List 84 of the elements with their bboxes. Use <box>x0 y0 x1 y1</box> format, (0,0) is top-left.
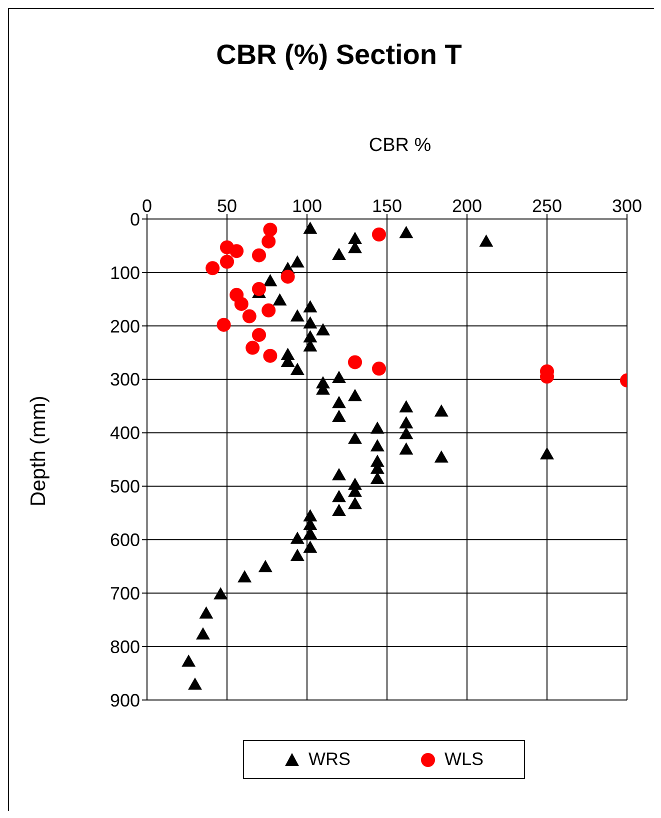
point <box>399 426 414 440</box>
point <box>332 248 346 260</box>
point <box>290 362 304 375</box>
point <box>370 422 384 434</box>
point <box>234 296 248 311</box>
point <box>246 340 260 355</box>
point <box>348 232 362 244</box>
point <box>303 316 318 328</box>
point <box>252 328 266 342</box>
point <box>216 318 231 332</box>
point <box>214 587 228 600</box>
point <box>332 396 346 408</box>
point <box>290 255 304 268</box>
point <box>263 222 278 237</box>
x-tick-label: 50 <box>216 196 238 216</box>
point <box>230 244 244 258</box>
point <box>252 282 266 296</box>
point <box>434 404 448 417</box>
point <box>303 330 318 342</box>
point <box>434 450 448 463</box>
y-tick-label: 400 <box>110 423 140 444</box>
point <box>263 348 278 363</box>
point <box>370 472 384 484</box>
point <box>262 303 276 318</box>
point <box>399 416 414 428</box>
legend-label: WLS <box>443 749 484 770</box>
x-tick-label: 300 <box>612 196 642 216</box>
chart-title: CBR (%) Section T <box>215 39 463 71</box>
point <box>332 468 346 480</box>
point <box>263 274 278 286</box>
y-tick-label: 500 <box>110 476 140 497</box>
x-axis-title: CBR % <box>368 135 432 157</box>
y-tick-label: 800 <box>110 636 140 657</box>
point <box>238 570 252 582</box>
x-tick-label: 200 <box>452 196 482 216</box>
point <box>303 509 318 522</box>
y-tick-label: 100 <box>110 262 140 283</box>
x-tick-label: 150 <box>372 196 402 216</box>
point <box>188 678 202 690</box>
y-tick-label: 900 <box>110 690 140 710</box>
point <box>290 548 304 561</box>
point <box>399 442 414 455</box>
point <box>220 254 234 269</box>
point <box>332 490 346 502</box>
y-axis-title: Depth (mm) <box>27 394 51 508</box>
point <box>332 410 346 422</box>
y-tick-label: 300 <box>110 370 140 390</box>
y-tick-label: 600 <box>110 530 140 550</box>
point <box>332 370 346 383</box>
x-tick-label: 100 <box>292 196 322 216</box>
legend-label: WRS <box>307 749 350 770</box>
y-tick-label: 700 <box>110 584 140 604</box>
point <box>242 309 256 324</box>
point <box>199 606 214 619</box>
point <box>332 504 346 516</box>
point <box>252 248 266 262</box>
point <box>258 560 272 572</box>
y-tick-label: 200 <box>110 316 140 336</box>
point <box>303 540 318 553</box>
point <box>262 234 276 248</box>
point <box>303 222 318 234</box>
x-tick-label: 250 <box>532 196 562 216</box>
point <box>290 309 304 322</box>
point <box>479 234 494 247</box>
point <box>348 388 362 402</box>
point <box>272 293 287 306</box>
point <box>316 323 330 336</box>
point <box>372 228 386 242</box>
point <box>540 447 554 460</box>
point <box>348 432 362 444</box>
x-tick-label: 0 <box>142 196 152 216</box>
point <box>206 261 220 276</box>
point <box>372 362 386 376</box>
point <box>348 355 362 370</box>
point <box>399 400 414 412</box>
point <box>399 226 414 238</box>
y-tick-label: 0 <box>130 209 140 230</box>
point <box>370 439 384 452</box>
point <box>280 270 295 284</box>
point <box>348 496 362 510</box>
point <box>182 654 196 667</box>
point <box>196 627 210 640</box>
point <box>290 532 304 544</box>
point <box>303 300 318 312</box>
